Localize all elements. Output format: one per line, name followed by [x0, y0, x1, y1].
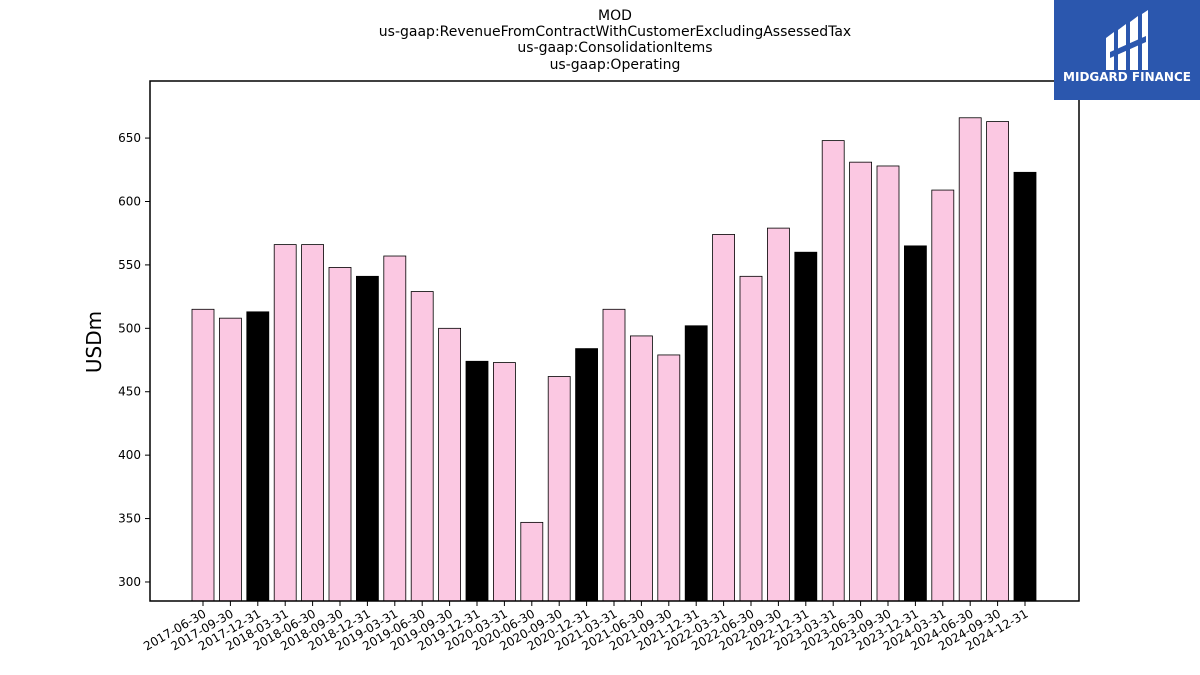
bar-series [191, 117, 1037, 602]
bar-2020-09-30 [547, 376, 571, 602]
title-line-3: us-gaap:ConsolidationItems [517, 40, 712, 56]
y-axis-label: USDm [82, 311, 106, 373]
bar-2023-06-30 [849, 161, 872, 602]
title-line-4: us-gaap:Operating [550, 57, 681, 73]
bar-2020-12-31 [575, 348, 598, 602]
bar-2019-09-30 [438, 327, 462, 602]
bar-2018-06-30 [301, 244, 325, 602]
bar-2021-09-30 [657, 354, 681, 602]
bar-2018-09-30 [328, 267, 352, 602]
title-line-2: us-gaap:RevenueFromContractWithCustomerE… [379, 24, 851, 40]
chart-title: MOD us-gaap:RevenueFromContractWithCusto… [379, 8, 851, 73]
bar-2018-12-31 [355, 275, 379, 602]
bar-2023-12-31 [904, 245, 927, 602]
y-tick-label: 500 [118, 321, 141, 335]
bar-2022-03-31 [712, 234, 735, 602]
bar-2022-12-31 [794, 251, 818, 602]
bar-2021-06-30 [630, 335, 653, 602]
bar-2019-06-30 [410, 291, 434, 602]
bar-2021-03-31 [602, 308, 626, 602]
bar-2017-09-30 [218, 317, 242, 602]
y-tick-label: 400 [118, 448, 141, 462]
bar-2020-06-30 [520, 521, 544, 602]
y-tick-label: 600 [118, 194, 141, 208]
bar-2018-03-31 [273, 244, 297, 602]
title-line-1: MOD [598, 8, 632, 24]
logo-mark-icon [1106, 10, 1148, 70]
bar-2023-09-30 [876, 165, 900, 602]
y-tick-label: 350 [118, 512, 141, 526]
bar-2020-03-31 [492, 362, 516, 602]
bar-2022-09-30 [767, 227, 790, 602]
bar-2017-12-31 [246, 311, 270, 602]
bar-2024-06-30 [958, 117, 982, 602]
bar-2019-12-31 [465, 360, 489, 602]
midgard-finance-logo: MIDGARD FINANCE [1054, 0, 1200, 100]
bar-2022-06-30 [739, 275, 763, 602]
y-tick-label: 300 [118, 575, 141, 589]
y-tick-label: 550 [118, 258, 141, 272]
bar-2024-12-31 [1013, 171, 1037, 602]
y-tick-label: 450 [118, 385, 141, 399]
bar-2017-06-30 [191, 308, 215, 602]
logo-text: MIDGARD FINANCE [1063, 70, 1191, 84]
plot-frame [149, 80, 1080, 602]
bar-2024-09-30 [986, 121, 1009, 602]
x-axis-ticks: 2017-06-302017-09-302017-12-312018-03-31… [141, 601, 1031, 653]
y-tick-label: 650 [118, 131, 141, 145]
bar-2024-03-31 [931, 189, 955, 602]
y-axis-ticks: 300 350 400 450 500 550 600 650 [118, 131, 150, 589]
bar-2021-12-31 [684, 325, 708, 602]
bar-2023-03-31 [821, 140, 845, 602]
bar-2019-03-31 [383, 255, 407, 602]
